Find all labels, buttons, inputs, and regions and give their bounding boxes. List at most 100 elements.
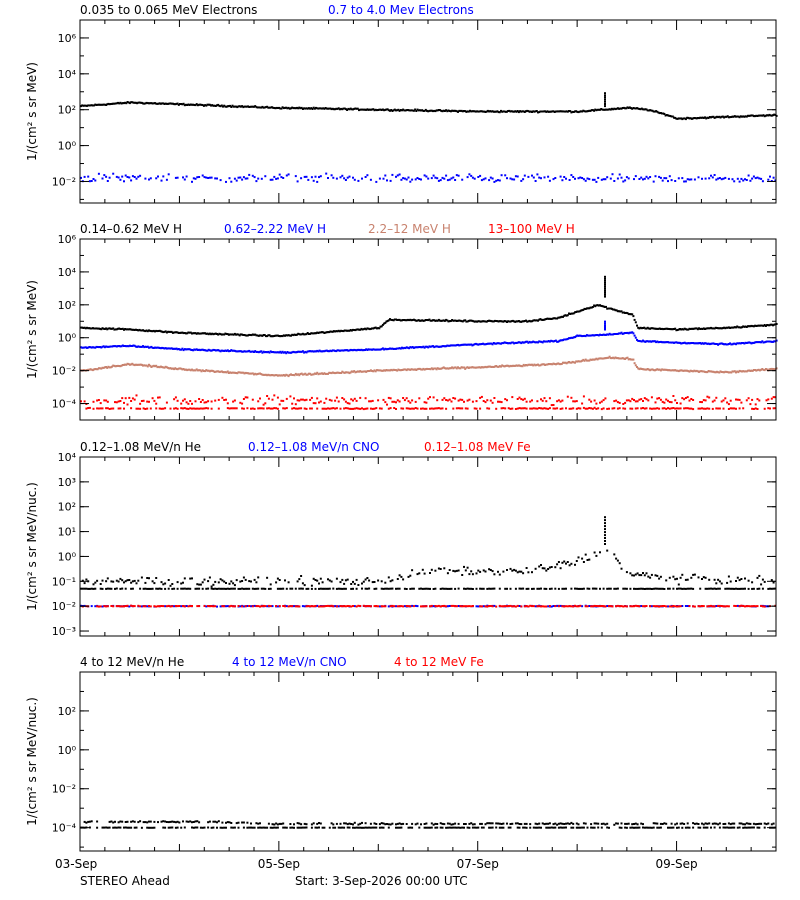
data-point	[727, 116, 730, 119]
spike-point	[604, 534, 606, 537]
data-point	[125, 363, 128, 366]
data-point	[331, 330, 334, 333]
data-point	[714, 343, 717, 345]
data-point	[740, 604, 743, 607]
data-point	[149, 177, 152, 180]
data-point	[148, 346, 150, 349]
data-point	[321, 331, 323, 334]
data-point	[442, 345, 445, 348]
data-point	[642, 826, 644, 829]
data-point	[488, 110, 491, 113]
data-point	[548, 110, 551, 113]
data-point	[457, 826, 460, 829]
data-point	[148, 178, 150, 181]
data-point	[531, 111, 533, 113]
data-point	[441, 587, 444, 590]
data-point	[675, 369, 678, 372]
data-point	[360, 348, 363, 351]
data-point	[578, 110, 581, 113]
data-point	[201, 369, 204, 372]
data-point	[432, 588, 435, 590]
data-point	[165, 401, 168, 404]
data-point	[348, 329, 351, 332]
data-point	[553, 317, 556, 320]
data-point	[668, 826, 671, 829]
data-point	[182, 399, 184, 402]
data-point	[433, 319, 436, 322]
data-point	[476, 110, 479, 113]
data-point	[287, 375, 290, 378]
data-point	[463, 110, 465, 112]
data-point	[435, 319, 438, 322]
data-point	[196, 104, 199, 107]
data-point	[332, 371, 335, 374]
data-point	[140, 826, 143, 829]
data-point	[485, 343, 488, 345]
data-point	[103, 174, 106, 177]
data-point	[548, 340, 551, 343]
data-point	[160, 587, 163, 590]
data-point	[123, 826, 125, 829]
data-point	[583, 359, 586, 362]
data-point	[448, 344, 451, 347]
data-point	[492, 366, 495, 368]
data-point	[175, 368, 178, 370]
data-point	[180, 826, 183, 829]
data-point	[622, 587, 625, 590]
data-point	[250, 105, 253, 108]
data-point	[284, 826, 286, 829]
data-point	[503, 341, 506, 344]
data-point	[101, 366, 104, 369]
data-point	[760, 114, 763, 117]
data-point	[287, 173, 290, 176]
data-point	[380, 580, 383, 583]
data-point	[452, 109, 455, 112]
data-point	[343, 582, 346, 585]
data-point	[99, 346, 102, 348]
data-point	[513, 605, 516, 608]
data-point	[255, 180, 258, 183]
data-point	[537, 363, 539, 366]
data-point	[189, 587, 192, 590]
data-point	[568, 361, 570, 363]
data-point	[144, 177, 147, 180]
data-point	[590, 605, 593, 608]
data-point	[90, 368, 93, 371]
data-point	[595, 402, 598, 405]
data-point	[704, 826, 707, 829]
data-point	[523, 397, 526, 400]
data-point	[719, 116, 722, 119]
data-point	[89, 346, 92, 349]
data-point	[278, 403, 281, 406]
data-point	[582, 561, 585, 563]
data-point	[713, 399, 716, 402]
data-point	[486, 342, 489, 345]
data-point	[107, 345, 110, 348]
data-point	[463, 400, 465, 403]
data-point	[643, 407, 646, 410]
data-point	[773, 340, 776, 343]
data-point	[435, 345, 438, 348]
data-point	[408, 109, 411, 112]
data-point	[570, 587, 573, 590]
data-point	[634, 587, 637, 590]
data-point	[357, 826, 360, 829]
data-point	[559, 567, 562, 570]
data-point	[366, 370, 369, 373]
data-point	[170, 330, 173, 333]
data-point	[550, 363, 553, 366]
data-point	[591, 826, 594, 829]
data-point	[436, 177, 439, 180]
data-point	[156, 346, 159, 349]
data-point	[556, 407, 559, 410]
data-point	[146, 577, 149, 579]
data-point	[313, 372, 316, 375]
data-point	[407, 400, 410, 403]
data-point	[217, 581, 220, 584]
data-point	[541, 567, 544, 570]
data-point	[103, 346, 106, 349]
data-point	[446, 826, 449, 829]
data-point	[390, 109, 393, 111]
data-point	[748, 114, 751, 117]
data-point	[218, 104, 221, 107]
